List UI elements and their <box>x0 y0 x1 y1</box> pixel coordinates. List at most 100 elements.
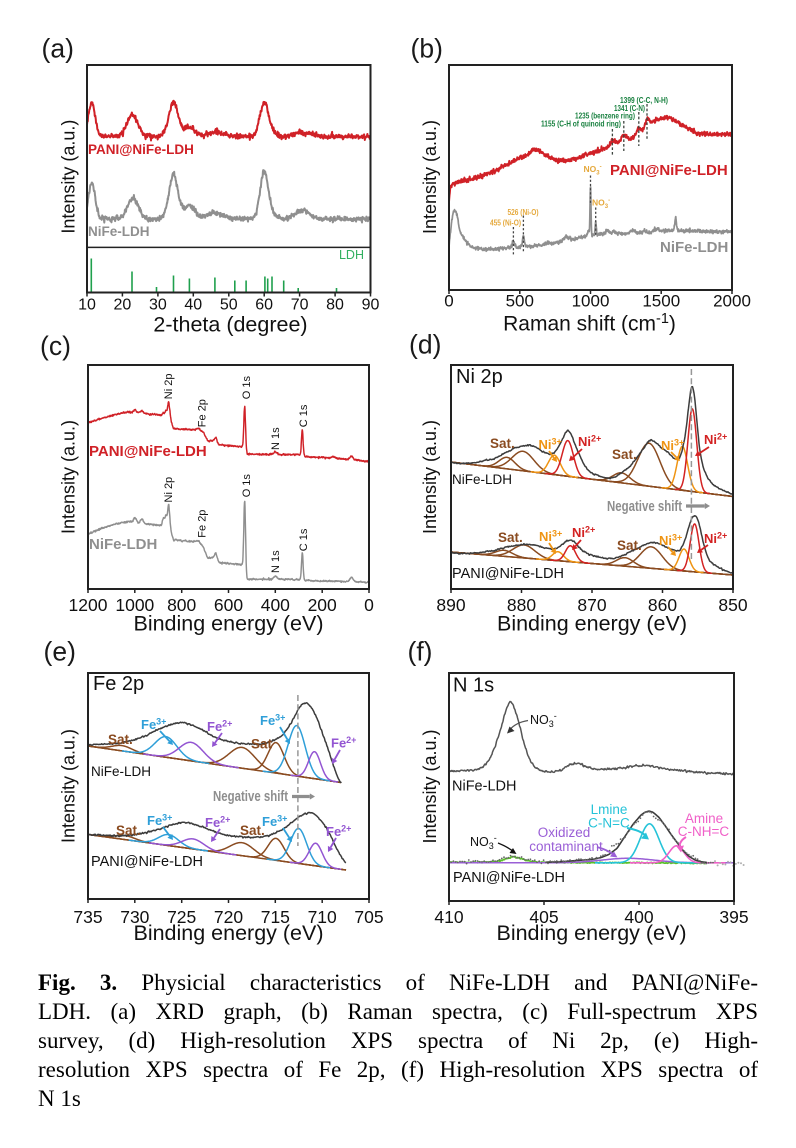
svg-text:30: 30 <box>149 297 167 314</box>
svg-text:455 (Ni-O): 455 (Ni-O) <box>490 219 521 228</box>
svg-text:Sat.: Sat. <box>490 436 515 451</box>
svg-text:Fe2+: Fe2+ <box>331 735 356 751</box>
svg-text:20: 20 <box>114 297 132 314</box>
svg-text:860: 860 <box>648 595 677 615</box>
svg-text:Raman shift (cm-1): Raman shift (cm-1) <box>503 311 676 336</box>
svg-text:NO3-: NO3- <box>530 711 557 729</box>
svg-text:Fe 2p: Fe 2p <box>93 673 144 695</box>
svg-text:10: 10 <box>78 297 96 314</box>
svg-text:1155 (C-H of quinoid ring): 1155 (C-H of quinoid ring) <box>541 120 621 129</box>
svg-text:NiFe-LDH: NiFe-LDH <box>452 472 512 487</box>
svg-text:PANI@NiFe-LDH: PANI@NiFe-LDH <box>89 443 207 460</box>
svg-text:2-theta (degree): 2-theta (degree) <box>153 313 307 337</box>
svg-text:1399 (C-C, N-H): 1399 (C-C, N-H) <box>620 96 668 105</box>
svg-text:Fe3+: Fe3+ <box>141 717 166 733</box>
svg-text:N 1s: N 1s <box>270 427 282 450</box>
svg-text:870: 870 <box>577 595 606 615</box>
svg-text:Ni2+: Ni2+ <box>578 434 601 450</box>
svg-text:400: 400 <box>261 595 290 615</box>
svg-text:NO3-: NO3- <box>584 164 602 177</box>
svg-text:50: 50 <box>220 297 238 314</box>
svg-text:800: 800 <box>167 595 196 615</box>
svg-text:C-N=C: C-N=C <box>588 816 630 831</box>
svg-text:Fe3+: Fe3+ <box>262 814 287 830</box>
svg-text:Intensity (a.u.): Intensity (a.u.) <box>420 420 440 534</box>
svg-text:1000: 1000 <box>115 595 154 615</box>
svg-text:NiFe-LDH: NiFe-LDH <box>452 779 516 795</box>
svg-text:40: 40 <box>184 297 202 314</box>
svg-text:NiFe-LDH: NiFe-LDH <box>660 239 728 256</box>
svg-text:Ni3+: Ni3+ <box>659 533 682 549</box>
svg-text:Ni3+: Ni3+ <box>539 529 562 545</box>
svg-text:NO3-: NO3- <box>592 198 610 211</box>
svg-text:C 1s: C 1s <box>298 528 310 551</box>
svg-text:500: 500 <box>506 292 534 311</box>
svg-text:Fe2+: Fe2+ <box>205 815 230 831</box>
svg-text:725: 725 <box>167 907 196 927</box>
svg-text:Ni 2p: Ni 2p <box>163 374 175 400</box>
svg-text:Ni3+: Ni3+ <box>661 438 684 454</box>
svg-text:Fe2+: Fe2+ <box>326 824 351 840</box>
svg-text:Binding energy (eV): Binding energy (eV) <box>497 612 687 636</box>
svg-text:Intensity (a.u.): Intensity (a.u.) <box>420 120 440 234</box>
svg-text:735: 735 <box>73 907 102 927</box>
svg-text:(f): (f) <box>408 637 433 667</box>
svg-text:2000: 2000 <box>713 292 751 311</box>
svg-text:PANI@NiFe-LDH: PANI@NiFe-LDH <box>453 870 565 886</box>
svg-text:Sat.: Sat. <box>612 447 637 462</box>
svg-text:LDH: LDH <box>339 248 364 262</box>
svg-text:NiFe-LDH: NiFe-LDH <box>91 764 151 779</box>
svg-text:(e): (e) <box>44 637 76 667</box>
svg-text:Sat.: Sat. <box>108 732 133 747</box>
svg-text:60: 60 <box>255 297 273 314</box>
svg-text:NiFe-LDH: NiFe-LDH <box>88 224 150 239</box>
svg-text:PANI@NiFe-LDH: PANI@NiFe-LDH <box>610 162 728 179</box>
svg-text:730: 730 <box>120 907 149 927</box>
svg-text:Fe 2p: Fe 2p <box>197 510 209 538</box>
svg-text:850: 850 <box>718 595 747 615</box>
svg-text:705: 705 <box>354 907 383 927</box>
svg-text:Sat.: Sat. <box>617 538 642 553</box>
svg-text:PANI@NiFe-LDH: PANI@NiFe-LDH <box>88 142 194 157</box>
svg-text:Sat.: Sat. <box>240 823 265 838</box>
svg-text:Binding energy (eV): Binding energy (eV) <box>133 921 323 945</box>
svg-text:405: 405 <box>529 907 558 927</box>
svg-text:Ni2+: Ni2+ <box>704 531 727 547</box>
svg-text:Sat.: Sat. <box>498 530 523 545</box>
svg-text:(c): (c) <box>40 331 71 361</box>
svg-text:Sat.: Sat. <box>116 823 141 838</box>
svg-text:N 1s: N 1s <box>453 675 494 697</box>
svg-text:C-NH=C: C-NH=C <box>678 824 730 839</box>
svg-text:890: 890 <box>436 595 465 615</box>
svg-text:(b): (b) <box>411 34 443 64</box>
svg-text:410: 410 <box>434 907 463 927</box>
svg-text:1000: 1000 <box>572 292 610 311</box>
svg-text:70: 70 <box>291 297 309 314</box>
svg-text:O 1s: O 1s <box>241 375 253 399</box>
svg-text:0: 0 <box>364 595 374 615</box>
svg-text:1500: 1500 <box>642 292 680 311</box>
svg-text:Fe2+: Fe2+ <box>207 719 232 735</box>
svg-text:N 1s: N 1s <box>270 550 282 573</box>
svg-text:Ni 2p: Ni 2p <box>456 366 503 388</box>
svg-text:Ni3+: Ni3+ <box>539 437 562 453</box>
svg-text:Binding energy (eV): Binding energy (eV) <box>496 921 686 945</box>
svg-text:Binding energy (eV): Binding energy (eV) <box>133 612 323 636</box>
svg-text:Intensity (a.u.): Intensity (a.u.) <box>420 729 440 843</box>
svg-text:710: 710 <box>308 907 337 927</box>
svg-text:Fe3+: Fe3+ <box>260 713 285 729</box>
svg-text:200: 200 <box>308 595 337 615</box>
svg-text:1235 (benzene ring): 1235 (benzene ring) <box>575 112 635 121</box>
svg-text:Intensity (a.u.): Intensity (a.u.) <box>59 120 79 234</box>
svg-text:Lmine: Lmine <box>591 802 628 817</box>
svg-text:880: 880 <box>507 595 536 615</box>
svg-text:600: 600 <box>214 595 243 615</box>
svg-text:Negative shift: Negative shift <box>607 498 682 515</box>
svg-text:Amine: Amine <box>685 811 723 826</box>
svg-text:Ni2+: Ni2+ <box>704 432 727 448</box>
svg-text:Ni 2p: Ni 2p <box>163 477 175 503</box>
svg-text:Sat: Sat <box>251 737 273 752</box>
svg-text:1341 (C-N): 1341 (C-N) <box>614 104 645 113</box>
svg-text:Negative shift: Negative shift <box>213 788 288 805</box>
svg-text:PANI@NiFe-LDH: PANI@NiFe-LDH <box>91 854 203 870</box>
